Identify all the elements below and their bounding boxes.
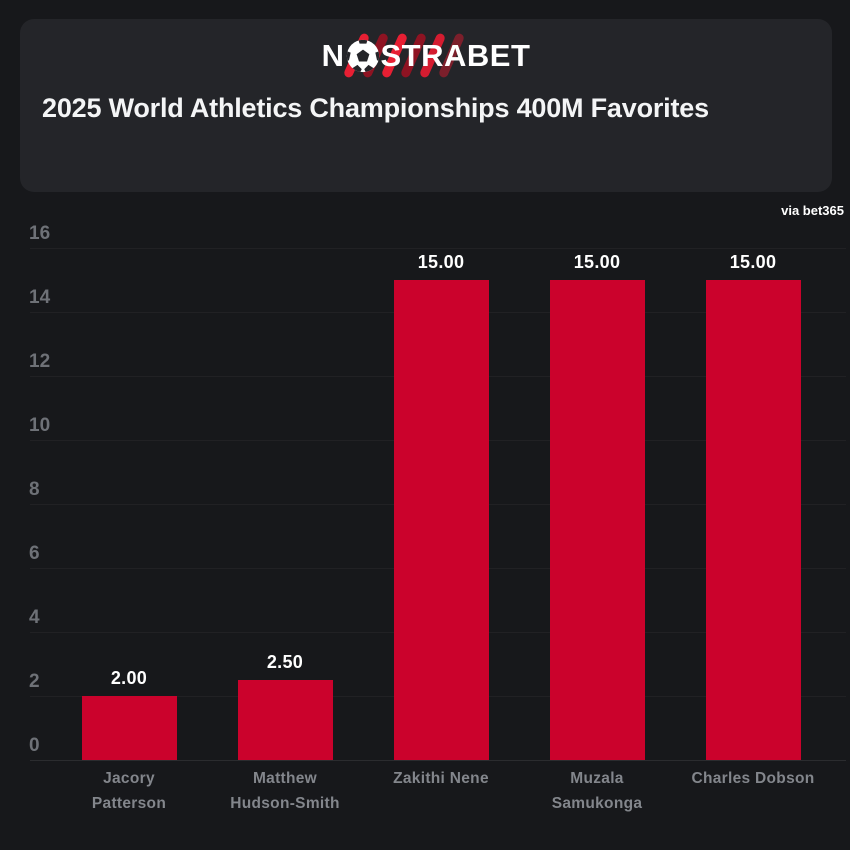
y-axis-tick-label: 10 <box>29 415 51 436</box>
y-axis-tick-label: 4 <box>29 607 40 628</box>
y-axis-tick-label: 0 <box>29 735 40 756</box>
x-axis-category-line: Hudson-Smith <box>230 795 340 812</box>
logo-text-left: N <box>321 38 345 73</box>
logo-text: N STRABET <box>20 25 832 87</box>
gridline <box>30 248 846 249</box>
y-axis-tick-label: 16 <box>29 223 51 244</box>
soccer-ball-icon <box>346 39 379 73</box>
bar-value-label: 15.00 <box>729 252 777 272</box>
y-axis-tick-label: 8 <box>29 479 40 500</box>
bar-value-label: 15.00 <box>417 252 465 272</box>
nostrabet-logo: N STRABET <box>20 25 832 87</box>
x-axis-category-line: Samukonga <box>551 795 643 812</box>
bar-muzala-samukonga <box>549 280 645 760</box>
bar-charles-dobson <box>705 280 801 760</box>
y-axis-tick-label: 2 <box>29 671 40 692</box>
x-axis-category-label: Jacory Patterson <box>49 766 209 816</box>
x-axis-category-line: Matthew <box>252 770 318 787</box>
bar-zakithi-nene <box>393 280 489 760</box>
header-card: N STRABET 2025 World Athletics Champ <box>20 19 832 192</box>
y-axis-tick-label: 12 <box>29 351 51 372</box>
chart-title: 2025 World Athletics Championships 400M … <box>42 93 709 123</box>
x-axis-category-line: Zakithi Nene <box>393 770 489 787</box>
gridline <box>30 760 846 761</box>
bar-value-label: 2.00 <box>110 668 148 688</box>
x-axis-category-label: Matthew Hudson-Smith <box>205 766 365 816</box>
bar-matthew-hudson-smith <box>237 680 333 760</box>
logo-text-right: STRABET <box>380 38 531 73</box>
bar-value-label: 15.00 <box>573 252 621 272</box>
bar-jacory-patterson <box>81 696 177 760</box>
x-axis-category-label: Charles Dobson <box>673 766 833 791</box>
y-axis-tick-label: 6 <box>29 543 40 564</box>
bar-value-label: 2.50 <box>266 652 304 672</box>
x-axis-category-line: Charles Dobson <box>691 770 815 787</box>
y-axis-tick-label: 14 <box>29 287 51 308</box>
x-axis-category-line: Patterson <box>91 795 167 812</box>
x-axis-category-line: Jacory <box>103 770 155 787</box>
x-axis-category-line: Muzala <box>570 770 624 787</box>
x-axis-category-label: Muzala Samukonga <box>517 766 677 816</box>
attribution-text: via bet365 <box>781 203 844 218</box>
x-axis-category-label: Zakithi Nene <box>361 766 521 791</box>
